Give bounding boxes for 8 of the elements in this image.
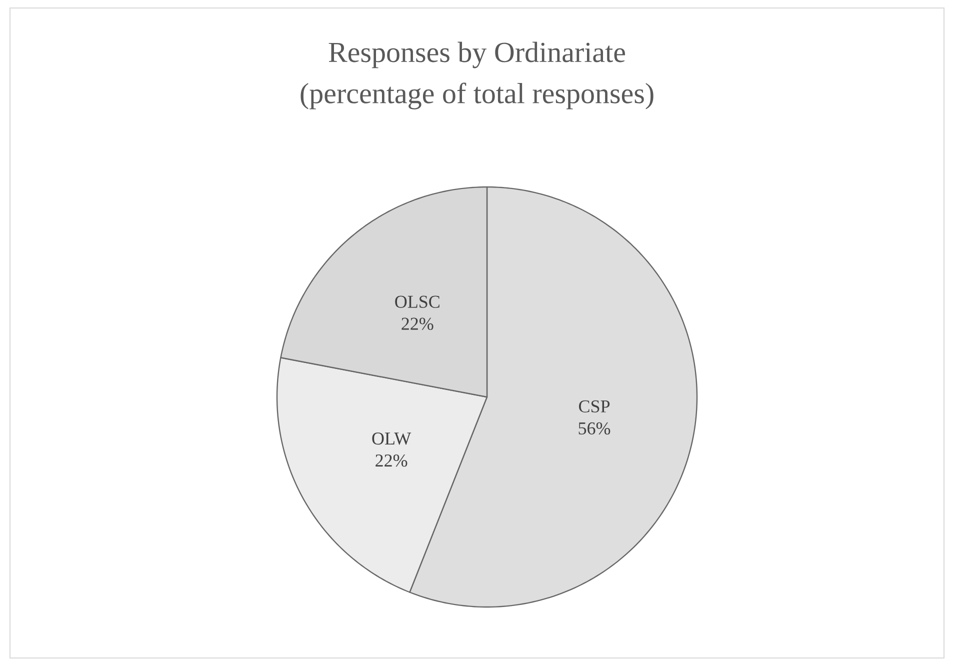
chart-subtitle: (percentage of total responses) bbox=[300, 82, 654, 110]
slice-label: OLW bbox=[372, 432, 412, 445]
chart-title: Responses by Ordinariate bbox=[328, 42, 625, 68]
slice-label: OLSC bbox=[395, 296, 440, 308]
data-label: 22% bbox=[376, 454, 408, 467]
slice-label: CSP bbox=[578, 400, 610, 412]
data-label: 56% bbox=[578, 422, 610, 435]
data-label: 22% bbox=[402, 318, 434, 330]
